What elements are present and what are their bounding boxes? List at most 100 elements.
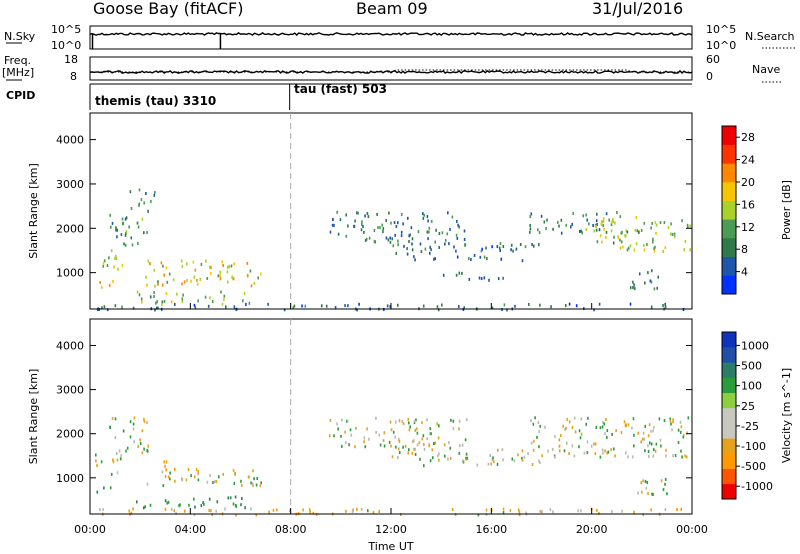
freq-tick-high: 18 xyxy=(64,53,78,66)
data-cell xyxy=(686,223,689,227)
colorbar-segment xyxy=(722,200,736,220)
data-cell xyxy=(466,456,469,460)
data-cell xyxy=(664,305,667,309)
nsky-label: N.Sky xyxy=(4,30,36,43)
data-cell xyxy=(451,508,454,511)
data-cell xyxy=(582,214,584,218)
data-cell xyxy=(643,437,645,441)
data-cell xyxy=(133,440,135,444)
data-cell xyxy=(215,509,217,513)
data-cell xyxy=(392,430,395,434)
data-cell xyxy=(373,229,376,232)
data-cell xyxy=(424,247,427,251)
data-cell xyxy=(116,235,118,239)
data-cell xyxy=(606,429,609,432)
data-cell xyxy=(185,262,188,266)
data-cell xyxy=(619,215,622,219)
data-cell xyxy=(156,306,158,310)
freq-label: Freq. xyxy=(4,54,32,67)
colorbar-frame xyxy=(721,331,737,500)
data-cell xyxy=(275,508,278,512)
data-cell xyxy=(581,231,583,235)
nsearch-label: N.Search xyxy=(745,30,795,43)
data-cell xyxy=(634,287,636,291)
data-cell xyxy=(437,454,439,458)
data-cell xyxy=(388,440,391,444)
data-cell xyxy=(492,456,494,460)
data-cell xyxy=(362,224,364,228)
data-cell xyxy=(521,259,524,263)
data-cell xyxy=(128,225,130,229)
data-cell xyxy=(637,431,639,435)
data-cell xyxy=(223,298,225,302)
data-cell xyxy=(170,300,173,304)
data-cell xyxy=(325,304,328,308)
data-cell xyxy=(587,416,589,420)
data-cell xyxy=(652,237,654,241)
data-cell xyxy=(665,454,667,458)
data-cell xyxy=(146,449,149,453)
data-cell xyxy=(652,429,654,433)
data-cell xyxy=(558,444,561,448)
data-cell xyxy=(592,224,594,227)
data-cell xyxy=(431,448,434,452)
data-cell xyxy=(155,301,157,305)
data-cell xyxy=(173,509,176,513)
data-cell xyxy=(476,463,479,467)
data-cell xyxy=(459,444,461,448)
data-cell xyxy=(120,233,123,236)
data-cell xyxy=(409,233,411,237)
data-cell xyxy=(101,306,103,310)
data-cell xyxy=(622,245,624,249)
data-cell xyxy=(208,508,210,512)
data-cell xyxy=(292,306,294,310)
data-cell xyxy=(644,281,646,285)
data-cell xyxy=(653,426,655,430)
data-cell xyxy=(344,304,346,308)
data-cell xyxy=(684,239,687,243)
data-cell xyxy=(346,419,349,423)
data-cell xyxy=(138,293,141,297)
data-cell xyxy=(525,511,527,515)
data-cell xyxy=(268,510,270,514)
velocity-panel-cells xyxy=(95,416,690,517)
data-cell xyxy=(416,443,419,447)
y-tick-label: 1000 xyxy=(56,472,84,485)
data-cell xyxy=(389,236,391,240)
data-cell xyxy=(458,419,461,423)
data-cell xyxy=(530,441,533,445)
data-cell xyxy=(164,464,166,468)
data-cell xyxy=(500,257,503,261)
data-cell xyxy=(183,280,186,284)
data-cell xyxy=(457,223,459,227)
data-cell xyxy=(146,231,148,234)
data-cell xyxy=(637,491,639,495)
data-cell xyxy=(464,243,466,247)
data-cell xyxy=(199,278,201,281)
data-cell xyxy=(585,213,587,217)
data-cell xyxy=(124,233,127,237)
data-cell xyxy=(461,271,463,275)
colorbar-tick-label: 8 xyxy=(741,243,748,256)
data-cell xyxy=(448,441,450,445)
data-cell xyxy=(565,304,567,308)
data-cell xyxy=(558,224,560,228)
data-cell xyxy=(601,448,604,452)
data-cell xyxy=(539,461,541,465)
colorbar-label: Power [dB] xyxy=(780,180,793,240)
data-cell xyxy=(687,225,689,229)
data-cell xyxy=(375,416,377,420)
data-cell xyxy=(670,422,672,426)
data-cell xyxy=(590,444,593,448)
data-cell xyxy=(389,240,392,244)
data-cell xyxy=(249,269,252,273)
data-cell xyxy=(601,425,604,429)
data-cell xyxy=(235,504,237,508)
data-cell xyxy=(226,265,229,269)
data-cell xyxy=(95,453,97,457)
data-cell xyxy=(647,434,650,438)
data-cell xyxy=(655,442,658,446)
data-cell xyxy=(588,222,590,226)
data-cell xyxy=(662,488,665,492)
data-cell xyxy=(538,430,540,434)
